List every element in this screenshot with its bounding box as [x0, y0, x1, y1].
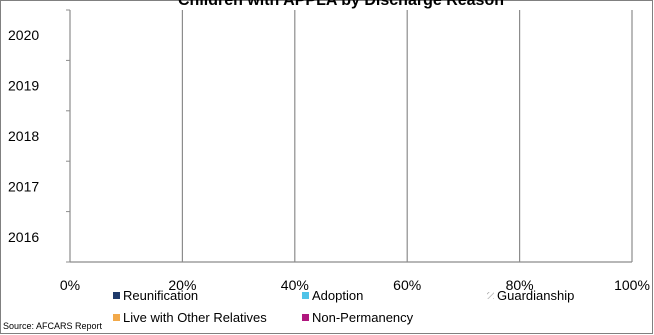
- y-tick-label: 2019: [8, 78, 39, 94]
- gridlines: [181, 10, 633, 262]
- legend-label: Non-Permanency: [312, 310, 414, 325]
- legend-swatch: [302, 292, 309, 299]
- y-tick-label: 2017: [8, 178, 39, 194]
- x-tick-label: 80%: [506, 277, 534, 293]
- legend-label: Reunification: [123, 288, 198, 303]
- axes: [66, 9, 632, 263]
- x-tick-label: 60%: [393, 277, 421, 293]
- chart-title: Children with APPLA by Discharge Reason: [178, 0, 504, 9]
- legend-swatch: [113, 292, 120, 299]
- legend-swatch: [302, 314, 309, 321]
- legend-label: Adoption: [312, 288, 363, 303]
- y-tick-labels: 2016 2017 2018 2019 2020: [8, 27, 39, 245]
- x-tick-label: 100%: [614, 277, 650, 293]
- legend-label: Live with Other Relatives: [123, 310, 267, 325]
- legend-swatch: [113, 314, 120, 321]
- legend: Reunification Adoption Guardianship Live wi…: [113, 288, 574, 325]
- x-tick-labels: 0% 20% 40% 60% 80% 100%: [60, 277, 650, 293]
- source-note: Source: AFCARS Report: [3, 321, 103, 331]
- legend-swatch: [487, 292, 494, 299]
- y-tick-label: 2018: [8, 128, 39, 144]
- y-tick-label: 2016: [8, 229, 39, 245]
- legend-label: Guardianship: [497, 288, 574, 303]
- x-tick-label: 20%: [168, 277, 196, 293]
- x-tick-label: 0%: [60, 277, 80, 293]
- y-tick-label: 2020: [8, 27, 39, 43]
- x-tick-label: 40%: [281, 277, 309, 293]
